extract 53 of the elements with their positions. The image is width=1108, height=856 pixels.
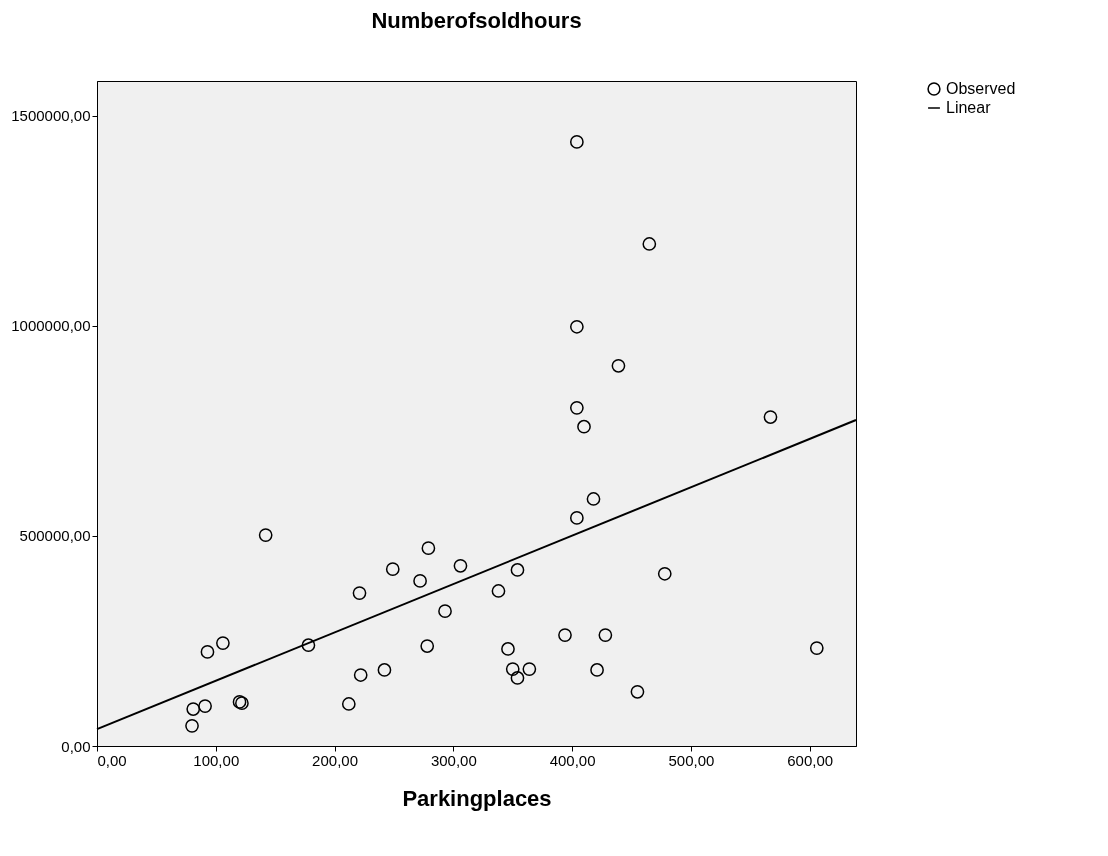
point — [491, 584, 506, 598]
point — [186, 702, 201, 716]
point — [510, 671, 525, 685]
y-tick-label: 1500000,00 — [11, 107, 91, 125]
point — [590, 663, 604, 677]
point — [352, 586, 367, 600]
point — [216, 636, 230, 650]
point — [558, 628, 572, 642]
point — [522, 662, 537, 676]
point — [586, 492, 601, 506]
x-tick-label: 600,00 — [787, 751, 834, 769]
x-axis-title: Parkingplaces — [402, 785, 552, 811]
point — [569, 400, 584, 415]
legend-label: Observed — [946, 80, 1016, 97]
point — [809, 641, 824, 655]
y-tick-label: 500000,00 — [19, 527, 91, 545]
y-tick-label: 1000000,00 — [11, 317, 91, 335]
point — [569, 319, 584, 334]
point — [569, 511, 584, 525]
legend-label: Linear — [946, 99, 992, 116]
point — [198, 699, 212, 713]
point — [501, 642, 515, 656]
point — [453, 558, 468, 573]
point — [377, 663, 392, 677]
point — [763, 410, 778, 424]
point — [510, 563, 525, 577]
point — [420, 639, 435, 653]
point — [185, 718, 199, 733]
point — [577, 419, 591, 434]
point — [200, 645, 215, 659]
point — [630, 684, 645, 699]
point — [438, 604, 452, 619]
y-tick-label: 0,00 — [61, 737, 91, 755]
x-tick-label: 500,00 — [668, 751, 715, 769]
point — [353, 668, 368, 682]
point — [341, 697, 356, 711]
x-tick-label: 0,00 — [97, 751, 127, 769]
point — [569, 135, 584, 149]
point — [657, 566, 672, 581]
chart-title: Numberofsoldhours — [371, 8, 582, 33]
x-tick-label: 300,00 — [430, 751, 477, 769]
x-tick-label: 100,00 — [193, 751, 240, 769]
point — [385, 562, 400, 576]
point — [505, 662, 520, 676]
point — [258, 528, 273, 542]
x-tick-label: 200,00 — [312, 751, 358, 769]
point — [598, 628, 613, 642]
point — [301, 638, 316, 653]
x-tick-label: 400,00 — [549, 751, 596, 769]
point — [642, 237, 657, 251]
point — [421, 541, 436, 555]
point — [611, 358, 626, 373]
point — [413, 574, 427, 588]
